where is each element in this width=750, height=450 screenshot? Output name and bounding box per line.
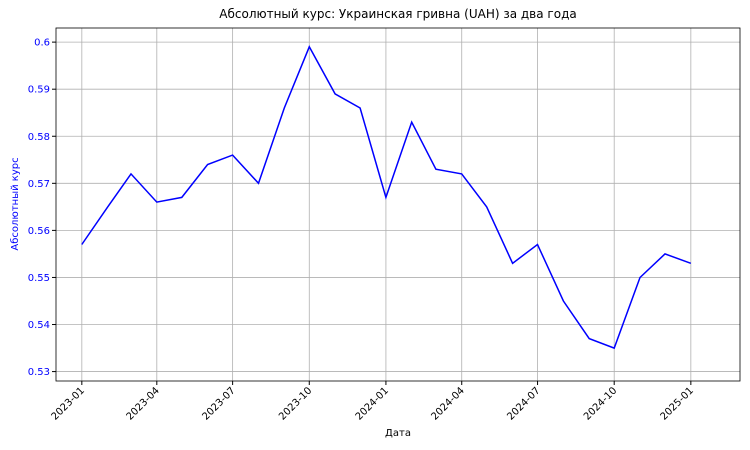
y-tick-label: 0.6 [34, 38, 50, 49]
x-axis-label: Дата [385, 428, 411, 439]
y-axis-label: Абсолютный курс [10, 157, 21, 250]
y-tick-label: 0.58 [28, 132, 50, 143]
chart-title: Абсолютный курс: Украинская гривна (UAH)… [219, 7, 576, 21]
x-tick-label: 2025-01 [659, 385, 696, 422]
plot-frame [55, 27, 741, 382]
x-tick-label: 2023-04 [125, 385, 162, 422]
x-tick-label: 2024-07 [505, 385, 542, 422]
y-tick-label: 0.53 [28, 367, 50, 378]
y-tick-label: 0.54 [28, 320, 50, 331]
y-tick-label: 0.55 [28, 273, 50, 284]
x-tick-label: 2024-04 [430, 385, 467, 422]
x-tick-label: 2023-01 [50, 385, 87, 422]
y-tick-label: 0.57 [28, 179, 50, 190]
x-tick-label: 2024-01 [354, 385, 391, 422]
line [81, 45, 692, 350]
y-tick-label: 0.59 [28, 85, 50, 96]
x-tick-label: 2023-10 [277, 385, 314, 422]
x-tick-label: 2024-10 [582, 385, 619, 422]
y-tick-label: 0.56 [28, 226, 50, 237]
x-tick-label: 2023-07 [200, 385, 237, 422]
